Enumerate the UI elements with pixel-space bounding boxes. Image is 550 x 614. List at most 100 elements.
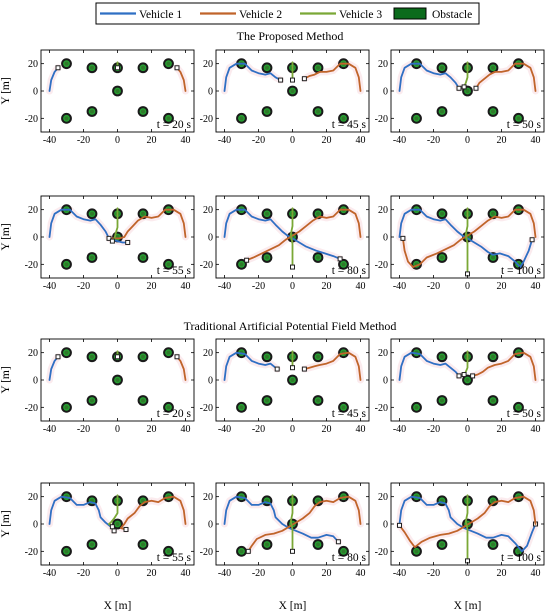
obstacle	[137, 395, 149, 406]
obstacle	[236, 401, 247, 413]
time-label: t = 20 s	[157, 119, 192, 131]
vehicle-2-trajectory	[398, 495, 537, 549]
obstacle-core	[115, 522, 120, 526]
vehicle-1-trajectory	[48, 495, 115, 532]
y-axis-label: Y [m]	[0, 223, 12, 250]
x-tick-label: 40	[356, 281, 366, 292]
y-tick-label: 20	[378, 205, 388, 216]
y-tick-label: 20	[28, 205, 38, 216]
panel: -40 -20 0 20 40 -20 0 20 t = 100 s X [m]	[375, 482, 545, 612]
obstacle-core	[265, 542, 269, 547]
vehicle-marker	[106, 235, 112, 241]
legend-box	[95, 2, 480, 25]
obstacle-core	[90, 255, 94, 260]
y-tick-label: 20	[203, 348, 213, 359]
vehicle-marker	[274, 366, 280, 372]
obstacle-core	[90, 398, 94, 403]
vehicle-3-trajectory	[108, 494, 119, 528]
y-tick-label: -20	[375, 403, 388, 414]
obstacle	[411, 112, 422, 124]
y-axis-label: Y [m]	[0, 510, 12, 537]
y-tick-label: 20	[203, 205, 213, 216]
vehicle-3-trajectory	[289, 494, 294, 553]
vehicle-3-trajectory	[289, 207, 294, 269]
x-tick-label: -20	[427, 568, 440, 579]
obstacle-core	[516, 549, 521, 554]
y-tick-label: 0	[208, 520, 213, 531]
obstacle	[338, 401, 349, 413]
vehicle-marker	[125, 239, 131, 245]
vehicle-2-trajectory	[475, 62, 537, 92]
x-tick-label: 40	[531, 424, 541, 435]
x-axis-label: X [m]	[104, 600, 132, 612]
obstacle	[86, 208, 98, 220]
y-tick-label: 0	[208, 233, 213, 244]
vehicle-marker	[335, 539, 341, 545]
x-tick-label: -20	[252, 135, 265, 146]
x-tick-label: 0	[290, 281, 295, 292]
vehicle-marker	[473, 85, 479, 91]
obstacle-core	[265, 354, 269, 359]
obstacle-core	[414, 549, 419, 554]
vehicle-1-trajectory	[223, 495, 340, 543]
obstacle	[513, 401, 524, 413]
y-tick-label: -20	[200, 547, 213, 558]
y-tick-label: -20	[375, 547, 388, 558]
obstacle-core	[64, 549, 69, 554]
obstacle-core	[166, 262, 171, 267]
obstacle-core	[141, 109, 145, 114]
x-tick-label: 0	[115, 424, 120, 435]
time-label: t = 55 s	[157, 552, 192, 564]
x-tick-label: -20	[252, 281, 265, 292]
shadow-v2	[469, 349, 539, 384]
vehicle-marker	[278, 77, 284, 83]
obstacle	[487, 395, 499, 406]
x-tick-label: 20	[147, 424, 157, 435]
obstacle	[163, 58, 174, 70]
time-label: t = 80 s	[332, 552, 367, 564]
obstacle-core	[491, 542, 495, 547]
x-tick-label: -40	[218, 135, 231, 146]
obstacle	[312, 351, 324, 363]
obstacle	[411, 545, 422, 557]
time-label: t = 80 s	[332, 265, 367, 277]
vehicle-marker	[174, 65, 180, 71]
vehicle-1-trajectory	[223, 351, 279, 381]
obstacle	[487, 208, 499, 220]
x-tick-label: 0	[290, 568, 295, 579]
obstacle	[261, 252, 273, 263]
obstacle	[163, 258, 174, 270]
y-tick-label: 0	[208, 87, 213, 98]
y-axis-label: Y [m]	[0, 366, 12, 393]
y-tick-label: 20	[378, 59, 388, 70]
obstacle-core	[516, 116, 521, 121]
obstacle-core	[90, 354, 94, 359]
y-tick-label: -20	[375, 260, 388, 271]
obstacle	[261, 106, 273, 117]
panel: -40 -20 0 20 40 -20 0 20 t = 100 s	[375, 195, 545, 292]
x-tick-label: -20	[427, 281, 440, 292]
obstacle	[261, 62, 273, 74]
legend-label: Vehicle 1	[139, 9, 182, 21]
x-tick-label: 20	[322, 135, 332, 146]
y-tick-label: 20	[28, 348, 38, 359]
x-tick-label: -40	[43, 424, 56, 435]
vehicle-marker	[456, 373, 462, 379]
y-tick-label: 0	[383, 233, 388, 244]
vehicle-marker	[109, 524, 115, 530]
vehicle-marker	[301, 76, 307, 82]
vehicle-3-trajectory	[464, 207, 469, 275]
x-tick-label: -40	[218, 424, 231, 435]
legend-label: Vehicle 2	[239, 9, 282, 21]
obstacle-core	[316, 398, 320, 403]
obstacle-core	[440, 109, 444, 114]
obstacle	[436, 539, 448, 550]
obstacle	[436, 395, 448, 406]
time-label: t = 45 s	[332, 119, 367, 131]
obstacle-core	[316, 65, 320, 70]
vehicle-marker	[109, 238, 115, 244]
